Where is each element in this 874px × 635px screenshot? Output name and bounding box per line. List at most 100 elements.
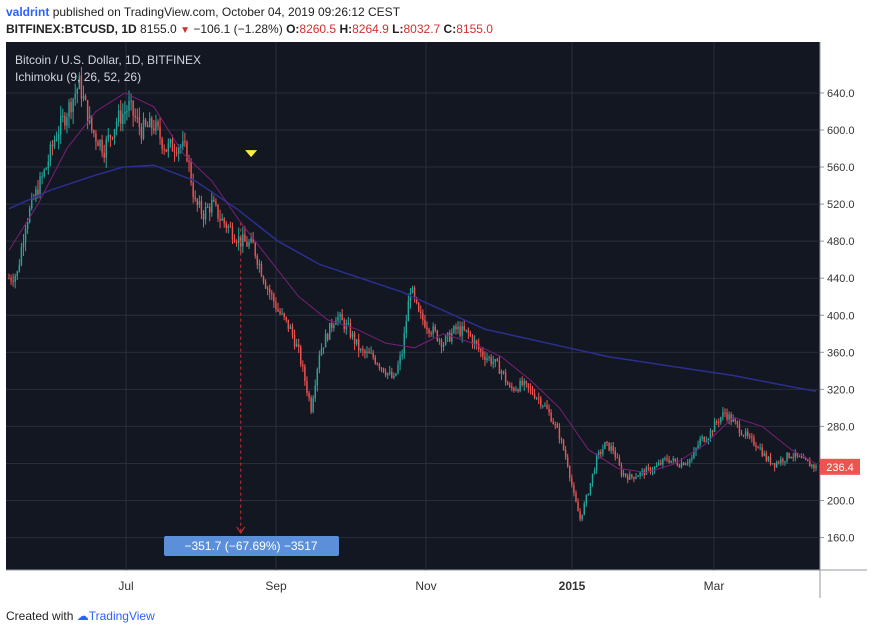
candle [326, 332, 329, 342]
author-name[interactable]: valdrint [6, 5, 50, 19]
y-tick-label: 440.0 [827, 273, 855, 285]
candle-body [502, 371, 505, 373]
candle-body [333, 324, 335, 328]
candle-body [569, 466, 571, 478]
candle [585, 494, 588, 507]
candle-body [322, 347, 325, 349]
candle [51, 139, 54, 156]
candle-body [480, 349, 482, 352]
candle-body [155, 121, 157, 131]
candle-body [641, 470, 643, 473]
candle [62, 108, 64, 123]
candle [86, 99, 89, 130]
candle-body [190, 161, 192, 183]
candle-body [109, 135, 112, 138]
candle-body [302, 364, 304, 367]
candle [198, 195, 201, 209]
candle [213, 195, 215, 203]
candle [769, 452, 772, 466]
candle-body [329, 322, 331, 340]
candle-body [16, 271, 19, 277]
candle [759, 443, 761, 451]
candle-body [49, 144, 52, 162]
candle-body [24, 228, 27, 243]
open-label: O: [286, 22, 300, 36]
candle-body [78, 75, 81, 89]
candle-body [511, 386, 513, 389]
candle-body [378, 364, 381, 368]
candle-body [233, 239, 236, 243]
candle-body [314, 385, 316, 399]
candle [124, 101, 126, 124]
brand-name[interactable]: TradingView [88, 609, 155, 623]
candle-body [161, 138, 163, 149]
candle [357, 333, 360, 358]
candle-body [428, 329, 430, 334]
candle [722, 406, 724, 421]
candle-body [806, 459, 809, 462]
candle [761, 443, 763, 458]
candle [144, 117, 147, 128]
candle-body [113, 129, 116, 139]
candle-body [8, 278, 10, 280]
candle-body [99, 139, 101, 147]
candle [223, 217, 225, 228]
candle-body [705, 440, 708, 442]
candle [173, 143, 176, 162]
price-chart[interactable]: 640.0 600.0 560.0 520.0 480.0 440.0 400.0 360.0… [6, 42, 867, 598]
candle [242, 226, 244, 254]
candle [384, 368, 387, 378]
candle [279, 308, 281, 316]
y-tick-label: 320.0 [827, 384, 855, 396]
candle-body [740, 433, 743, 436]
candle [763, 450, 765, 457]
candle-body [620, 465, 623, 476]
candle-body [297, 344, 300, 347]
candle [227, 224, 230, 234]
candle [18, 259, 21, 273]
candle-body [759, 447, 761, 449]
candle-body [138, 117, 141, 128]
candle-body [658, 462, 660, 466]
candle [523, 378, 525, 391]
candle [506, 380, 509, 386]
candle [105, 135, 107, 168]
candle [68, 98, 70, 129]
ichimoku-base-line [8, 164, 817, 392]
tradingview-logo-icon[interactable]: ☁ [76, 609, 89, 623]
candle [480, 347, 482, 358]
candle [169, 138, 172, 148]
candle [74, 83, 76, 106]
measure-box[interactable] [164, 536, 339, 556]
legend-indicator[interactable]: Ichimoku (9, 26, 52, 26) [15, 70, 141, 84]
candle [146, 121, 149, 128]
candle-body [463, 326, 465, 331]
candle-body [682, 462, 685, 466]
candle-body [221, 218, 223, 221]
candle-body [306, 381, 308, 393]
candle-body [564, 449, 567, 458]
candle-body [585, 495, 588, 504]
candle [409, 288, 412, 309]
x-tick-label: Jul [118, 579, 133, 593]
candle-body [749, 435, 751, 437]
candle-body [645, 467, 648, 475]
candle-body [277, 309, 279, 312]
candle [20, 242, 23, 267]
marker-triangle-icon[interactable] [245, 150, 258, 158]
candle-body [800, 456, 803, 458]
candle-body [264, 281, 267, 289]
candle-body [693, 451, 695, 459]
price-axis[interactable] [820, 42, 867, 570]
candle-body [577, 501, 579, 512]
candle-body [198, 201, 201, 205]
candle-body [76, 88, 79, 94]
candle [16, 270, 19, 281]
candle [31, 192, 33, 211]
candle-body [192, 182, 194, 198]
footer: Created with ☁TradingView [6, 609, 155, 623]
candle [188, 154, 190, 172]
time-axis[interactable] [6, 570, 867, 598]
candle [715, 419, 718, 426]
candle [794, 449, 797, 462]
